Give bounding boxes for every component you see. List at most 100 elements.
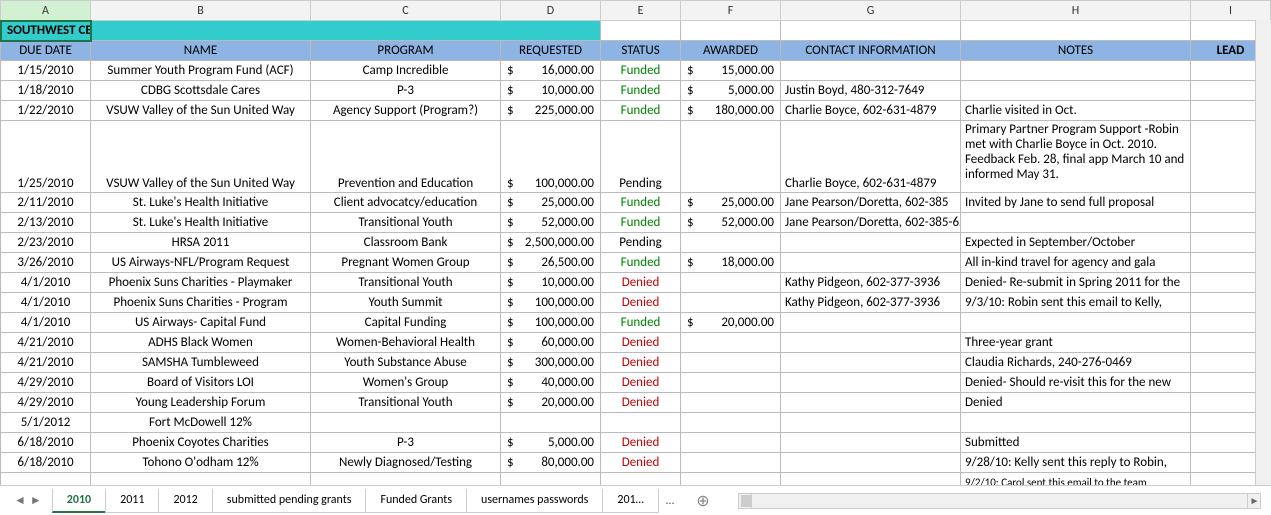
cell-name[interactable]: Tohono O'odham 12% (91, 453, 311, 473)
cell-status[interactable]: Denied (601, 273, 681, 293)
cell-status[interactable]: Funded (601, 101, 681, 121)
cell-program[interactable]: Transitional Youth (311, 213, 501, 233)
cell-notes[interactable]: All in-kind travel for agency and gala (961, 253, 1191, 273)
cell[interactable] (91, 473, 311, 486)
tab-overflow-icon[interactable]: … (658, 490, 682, 512)
cell-contact[interactable]: Jane Pearson/Doretta, 602-385 (781, 193, 961, 213)
cell-status[interactable]: Funded (601, 313, 681, 333)
cell-contact[interactable] (781, 353, 961, 373)
cell-due[interactable]: 1/22/2010 (1, 101, 91, 121)
cell-program[interactable]: Transitional Youth (311, 273, 501, 293)
cell-awarded[interactable] (681, 273, 781, 293)
cell-program[interactable]: Prevention and Education (311, 121, 501, 193)
column-header-G[interactable]: G (781, 1, 961, 21)
cell-due[interactable]: 2/11/2010 (1, 193, 91, 213)
tab-2012[interactable]: 2012 (158, 489, 212, 513)
cell-notes[interactable]: Primary Partner Program Support -Robin m… (961, 121, 1191, 193)
cell-name[interactable]: SAMSHA Tumbleweed (91, 353, 311, 373)
cell-notes[interactable] (961, 213, 1191, 233)
add-sheet-icon[interactable]: ⊕ (688, 489, 717, 513)
cell-name[interactable]: Summer Youth Program Fund (ACF) (91, 61, 311, 81)
cell-name[interactable]: Phoenix Coyotes Charities (91, 433, 311, 453)
cell-contact[interactable] (781, 453, 961, 473)
cell-contact[interactable] (781, 373, 961, 393)
tab-2011[interactable]: 2011 (105, 489, 159, 513)
cell-name[interactable]: CDBG Scottsdale Cares (91, 81, 311, 101)
cell-requested[interactable]: $26,500.00 (501, 253, 601, 273)
cell-awarded[interactable] (681, 453, 781, 473)
cell-program[interactable]: Pregnant Women Group (311, 253, 501, 273)
cell-notes[interactable]: 9/28/10: Kelly sent this reply to Robin, (961, 453, 1191, 473)
cell-awarded[interactable] (681, 333, 781, 353)
cell-program[interactable]: Transitional Youth (311, 393, 501, 413)
cell-program[interactable]: Agency Support (Program?) (311, 101, 501, 121)
cell-status[interactable]: Funded (601, 213, 681, 233)
cell-awarded[interactable] (681, 293, 781, 313)
column-header-E[interactable]: E (601, 1, 681, 21)
cell-awarded[interactable]: $52,000.00 (681, 213, 781, 233)
cell-requested[interactable]: $25,000.00 (501, 193, 601, 213)
cell-notes[interactable]: Claudia Richards, 240-276-0469 (961, 353, 1191, 373)
cell-due[interactable]: 1/15/2010 (1, 61, 91, 81)
cell-requested[interactable]: $10,000.00 (501, 273, 601, 293)
cell-program[interactable] (311, 413, 501, 433)
cell-notes[interactable] (961, 61, 1191, 81)
cell-status[interactable]: Denied (601, 373, 681, 393)
tab-201…[interactable]: 201… (602, 489, 659, 513)
cell-notes[interactable]: Three-year grant (961, 333, 1191, 353)
hdr-notes[interactable]: NOTES (961, 41, 1191, 61)
cell-due[interactable]: 1/25/2010 (1, 121, 91, 193)
cell-status[interactable]: Denied (601, 293, 681, 313)
cell-due[interactable]: 6/18/2010 (1, 453, 91, 473)
tab-submitted-pending-grants[interactable]: submitted pending grants (212, 489, 367, 513)
cell-name[interactable]: Fort McDowell 12% (91, 413, 311, 433)
cell-awarded[interactable]: $15,000.00 (681, 61, 781, 81)
scroll-thumb[interactable] (741, 495, 751, 507)
cell[interactable] (781, 21, 961, 41)
cell-awarded[interactable] (681, 393, 781, 413)
cell-status[interactable]: Funded (601, 81, 681, 101)
cell[interactable] (601, 473, 681, 486)
cell-name[interactable]: St. Luke's Health Initiative (91, 193, 311, 213)
cell[interactable] (681, 21, 781, 41)
cell-contact[interactable] (781, 333, 961, 353)
column-header-B[interactable]: B (91, 1, 311, 21)
cell-requested[interactable]: $52,000.00 (501, 213, 601, 233)
cell-notes[interactable]: Denied (961, 393, 1191, 413)
cell-contact[interactable] (781, 433, 961, 453)
cell-name[interactable]: Board of Visitors LOI (91, 373, 311, 393)
cell-requested[interactable]: $40,000.00 (501, 373, 601, 393)
column-header-F[interactable]: F (681, 1, 781, 21)
hdr-status[interactable]: STATUS (601, 41, 681, 61)
cell-requested[interactable]: $20,000.00 (501, 393, 601, 413)
cell-status[interactable] (601, 413, 681, 433)
column-header-A[interactable]: A (1, 1, 91, 21)
hdr-name[interactable]: NAME (91, 41, 311, 61)
cell-requested[interactable] (501, 413, 601, 433)
cell-notes[interactable]: Invited by Jane to send full proposal (961, 193, 1191, 213)
cell-notes[interactable]: Expected in September/October (961, 233, 1191, 253)
cell-notes[interactable] (961, 413, 1191, 433)
cell-name[interactable]: Young Leadership Forum (91, 393, 311, 413)
cell-requested[interactable]: $100,000.00 (501, 121, 601, 193)
cell-due[interactable]: 4/21/2010 (1, 353, 91, 373)
cell-program[interactable]: Capital Funding (311, 313, 501, 333)
cell-due[interactable]: 4/21/2010 (1, 333, 91, 353)
cell-program[interactable]: Classroom Bank (311, 233, 501, 253)
cell-status[interactable]: Denied (601, 353, 681, 373)
title-span[interactable] (91, 21, 601, 41)
cell-awarded[interactable] (681, 433, 781, 453)
cell-requested[interactable]: $100,000.00 (501, 313, 601, 333)
cell-due[interactable]: 6/18/2010 (1, 433, 91, 453)
cell-awarded[interactable] (681, 121, 781, 193)
cell-contact[interactable]: Justin Boyd, 480-312-7649 (781, 81, 961, 101)
cell-requested[interactable]: $300,000.00 (501, 353, 601, 373)
cell-a1[interactable]: SOUTHWEST CENTER GRANT PIPELINE FY 2010 (1, 21, 91, 41)
cell-name[interactable]: Phoenix Suns Charities - Playmaker (91, 273, 311, 293)
cell[interactable] (1, 473, 91, 486)
cell[interactable] (501, 473, 601, 486)
cell-program[interactable]: Camp Incredible (311, 61, 501, 81)
cell-awarded[interactable] (681, 233, 781, 253)
horizontal-scrollbar[interactable]: ◄ ► (738, 493, 1261, 509)
cell-requested[interactable]: $100,000.00 (501, 293, 601, 313)
